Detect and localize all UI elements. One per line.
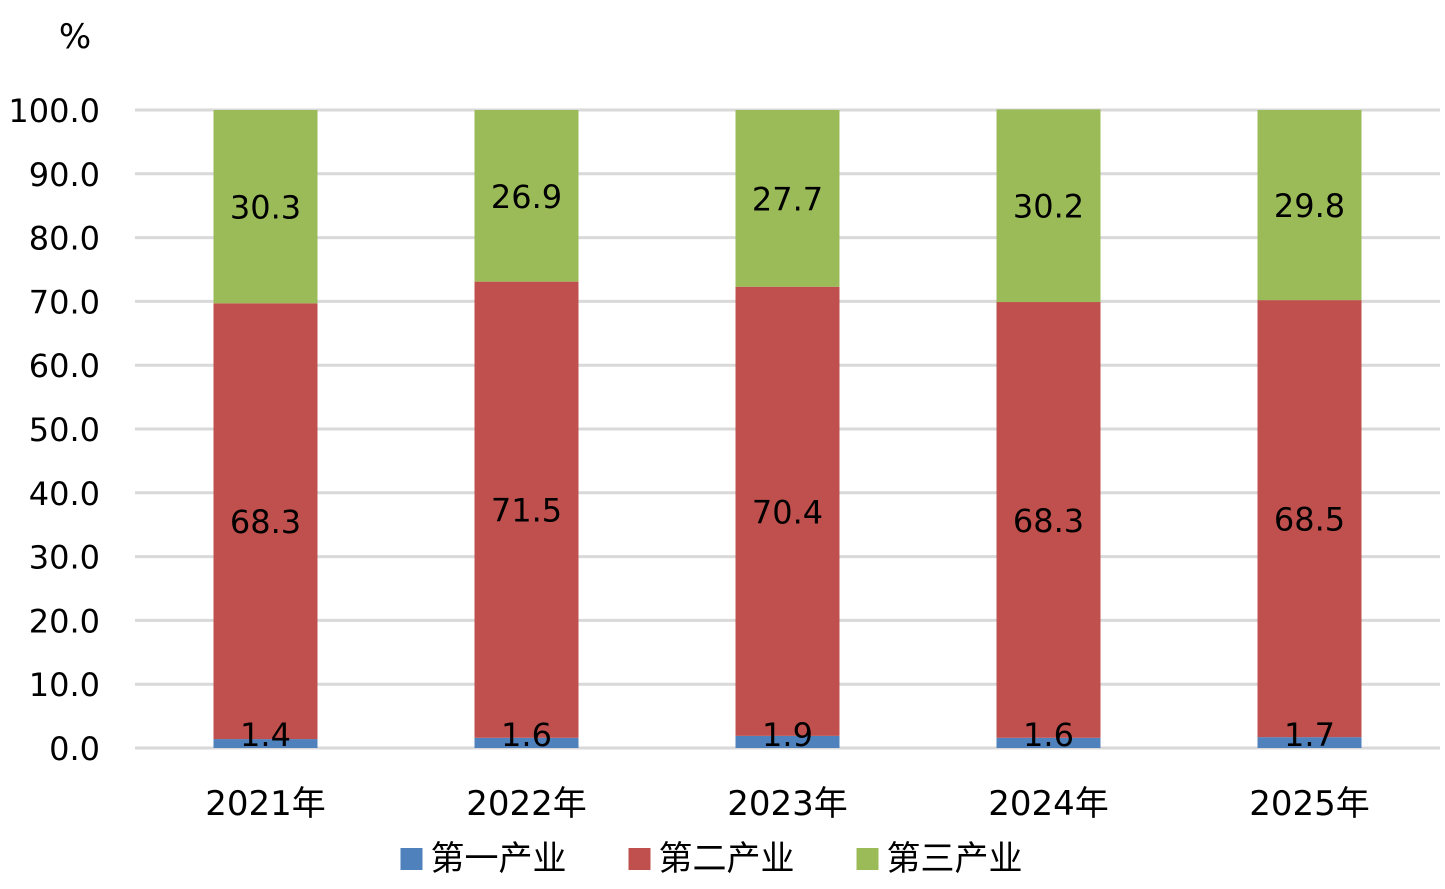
y-tick-label: 50.0 [29,411,100,449]
y-unit-label: % [59,17,91,57]
data-label: 68.3 [1013,502,1084,540]
bar-segment [474,737,579,748]
legend-label: 第三产业 [887,839,1023,879]
x-axis: 2021年 2022年 2023年 2024年 2025年 [205,784,1370,824]
bars [213,109,1362,748]
data-label: 68.3 [230,503,301,541]
data-label: 26.9 [491,178,562,216]
data-label: 30.3 [230,189,301,227]
bar-segment [1257,737,1362,748]
x-tick-label: 2023年 [727,784,848,824]
y-tick-label: 90.0 [29,156,100,194]
data-label: 27.7 [752,180,823,218]
data-label: 1.9 [762,716,813,754]
y-tick-label: 80.0 [29,220,100,258]
data-label: 70.4 [752,493,823,531]
y-tick-label: 10.0 [29,666,100,704]
bar-segment [474,110,579,282]
legend: 第一产业 第二产业 第三产业 [400,839,1023,879]
bar-segment [1257,110,1362,301]
data-label: 1.4 [240,716,291,754]
bar-segment [474,281,579,738]
y-tick-label: 100.0 [8,92,100,130]
x-tick-label: 2025年 [1249,784,1370,824]
legend-swatch [400,848,423,870]
bar-segment [996,109,1101,303]
bar-segment [735,110,840,287]
legend-label: 第二产业 [659,839,795,879]
y-tick-label: 20.0 [29,602,100,640]
bar-segment [996,302,1101,738]
bar-segment [213,739,318,748]
x-tick-label: 2022年 [466,784,587,824]
data-label: 1.6 [1023,716,1074,754]
bar-segment [213,110,318,304]
data-label: 1.6 [501,716,552,754]
y-tick-label: 60.0 [29,347,100,385]
bar-segment [996,737,1101,748]
y-tick-label: 0.0 [49,730,100,768]
bar-segment [213,303,318,740]
data-labels: 1.4 68.3 30.3 1.6 71.5 26.9 1.9 70.4 27.7 1.6 68.3… [230,178,1345,754]
data-label: 30.2 [1013,188,1084,226]
x-tick-label: 2024年 [988,784,1109,824]
legend-label: 第一产业 [431,839,567,879]
data-label: 1.7 [1284,716,1335,754]
legend-swatch [628,848,651,870]
y-tick-label: 30.0 [29,539,100,577]
y-tick-label: 70.0 [29,283,100,321]
legend-swatch [856,848,879,870]
bar-segment [735,286,840,736]
bar-segment [735,735,840,748]
y-tick-label: 40.0 [29,475,100,513]
data-label: 68.5 [1274,501,1345,539]
data-label: 29.8 [1274,187,1345,225]
x-tick-label: 2021年 [205,784,326,824]
y-axis: 0.0 10.0 20.0 30.0 40.0 50.0 60.0 70.0 80.0 90.0 1… [8,92,100,768]
bar-segment [1257,300,1362,738]
data-label: 71.5 [491,492,562,530]
